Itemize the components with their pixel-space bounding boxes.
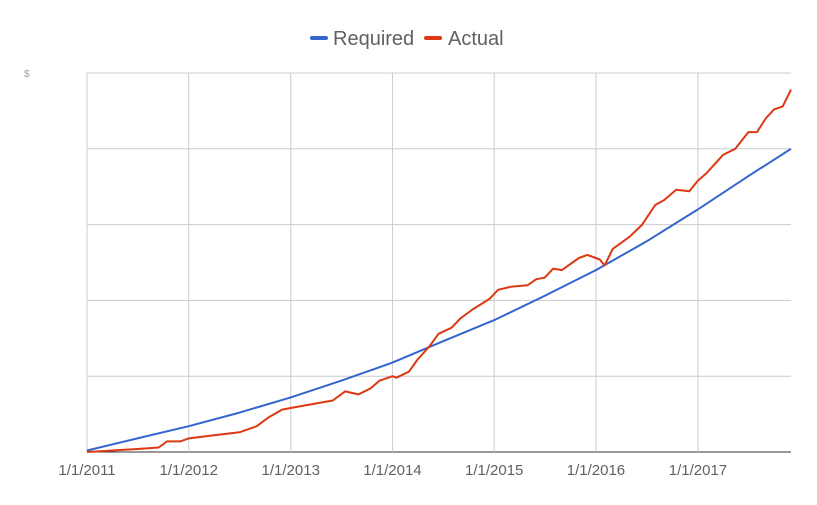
x-tick-label: 1/1/2011 [58,462,115,479]
x-tick-label: 1/1/2013 [262,462,320,479]
series-line-required [86,147,792,452]
x-tick-label: 1/1/2014 [363,462,421,479]
x-tick-label: 1/1/2016 [567,462,625,479]
x-tick-label: 1/1/2015 [465,462,523,479]
series-line-actual [86,89,792,453]
grid [86,72,791,453]
legend: Required Actual [310,28,504,50]
legend-label: Actual [448,28,504,50]
y-axis-glyph: $ [24,69,30,80]
x-tick-label: 1/1/2017 [669,462,727,479]
series-lines [86,89,792,453]
x-axis-ticks: 1/1/2011 1/1/2012 1/1/2013 1/1/2014 1/1/2015… [58,462,727,479]
x-tick-label: 1/1/2012 [160,462,218,479]
legend-label: Required [333,28,414,50]
